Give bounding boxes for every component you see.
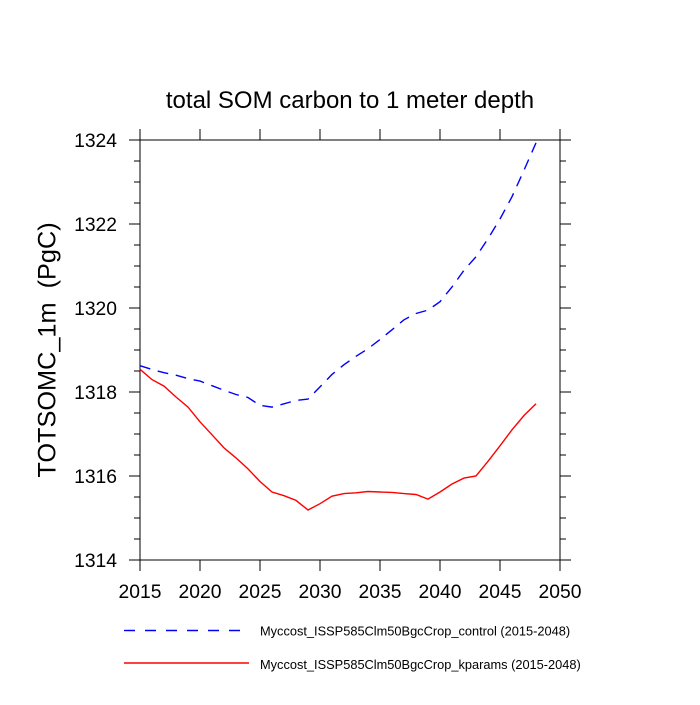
svg-text:2015: 2015 <box>119 582 162 603</box>
svg-text:2045: 2045 <box>479 582 522 603</box>
svg-text:1320: 1320 <box>74 299 117 320</box>
svg-text:2020: 2020 <box>179 582 222 603</box>
svg-text:1322: 1322 <box>74 215 117 236</box>
svg-text:TOTSOMC_1m (PgC): TOTSOMC_1m (PgC) <box>33 222 61 477</box>
svg-text:1324: 1324 <box>74 131 117 152</box>
svg-text:2035: 2035 <box>359 582 402 603</box>
svg-text:Myccost_ISSP585Clm50BgcCrop_co: Myccost_ISSP585Clm50BgcCrop_control (201… <box>260 624 570 639</box>
svg-text:2050: 2050 <box>539 582 582 603</box>
svg-text:total SOM carbon to 1 meter de: total SOM carbon to 1 meter depth <box>166 87 534 114</box>
svg-text:1318: 1318 <box>74 383 117 404</box>
svg-text:Myccost_ISSP585Clm50BgcCrop_kp: Myccost_ISSP585Clm50BgcCrop_kparams (201… <box>260 657 581 672</box>
svg-text:1316: 1316 <box>74 467 117 488</box>
svg-text:2040: 2040 <box>419 582 462 603</box>
svg-text:2025: 2025 <box>239 582 282 603</box>
svg-text:1314: 1314 <box>74 551 117 572</box>
svg-text:2030: 2030 <box>299 582 342 603</box>
